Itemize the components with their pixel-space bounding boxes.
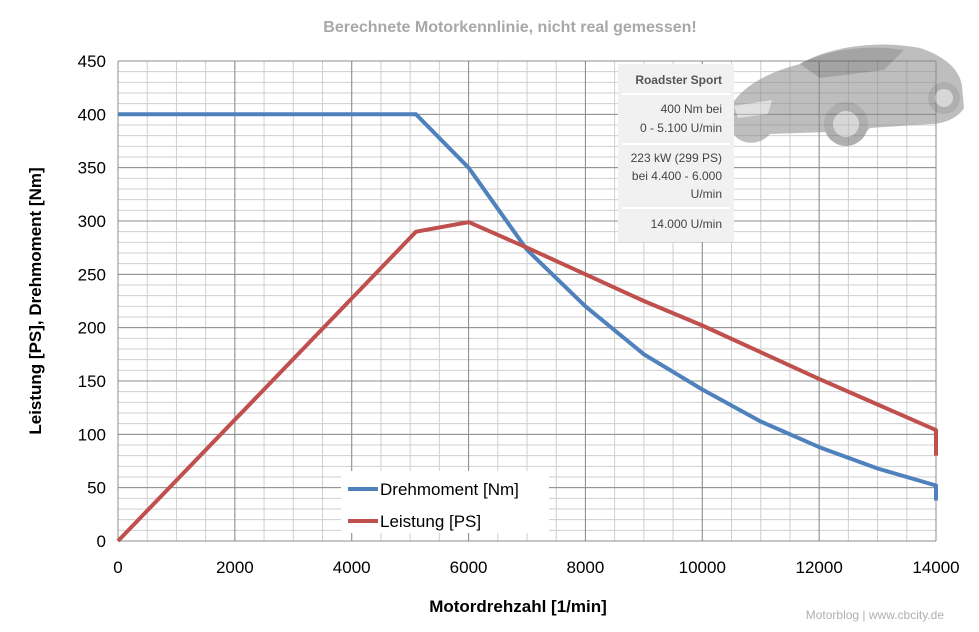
x-axis-label: Motordrehzahl [1/min] (429, 597, 607, 616)
credit-text: Motorblog | www.cbcity.de (806, 608, 945, 622)
info-torque-line-1: 400 Nm bei (661, 102, 722, 116)
y-tick-label: 200 (78, 319, 106, 338)
info-power-line-2: bei 4.400 - 6.000 (632, 169, 722, 183)
x-tick-label: 8000 (567, 558, 605, 577)
legend: Drehmoment [Nm] Leistung [PS] (341, 471, 549, 533)
y-tick-label: 50 (87, 479, 106, 498)
x-tick-label: 14000 (912, 558, 959, 577)
spec-info-box: Roadster Sport 400 Nm bei 0 - 5.100 U/mi… (618, 64, 734, 242)
info-rpm-line: 14.000 U/min (651, 217, 722, 231)
x-tick-label: 12000 (796, 558, 843, 577)
y-tick-label: 0 (97, 532, 106, 551)
series-layer (116, 112, 938, 543)
y-tick-label: 300 (78, 212, 106, 231)
tick-labels: 0 2000 4000 6000 8000 10000 12000 14000 0 50 100 15… (78, 52, 960, 577)
info-power-line-3: U/min (691, 187, 722, 201)
y-tick-label: 250 (78, 265, 106, 284)
legend-label-leistung: Leistung [PS] (380, 512, 481, 531)
info-torque-line-2: 0 - 5.100 U/min (640, 121, 722, 135)
legend-label-drehmoment: Drehmoment [Nm] (380, 480, 519, 499)
x-tick-label: 2000 (216, 558, 254, 577)
series-line-drehmoment (118, 112, 938, 501)
y-tick-label: 450 (78, 52, 106, 71)
info-header: Roadster Sport (635, 73, 722, 87)
chart-title: Berechnete Motorkennlinie, nicht real ge… (323, 19, 696, 36)
x-tick-label: 0 (113, 558, 122, 577)
y-tick-label: 400 (78, 105, 106, 124)
series-line-leistung (116, 220, 938, 543)
x-tick-label: 6000 (450, 558, 488, 577)
y-axis-label: Leistung [PS], Drehmoment [Nm] (26, 167, 45, 434)
y-tick-label: 150 (78, 372, 106, 391)
car-photo (728, 44, 964, 146)
y-tick-label: 350 (78, 159, 106, 178)
info-power-line-1: 223 kW (299 PS) (631, 151, 722, 165)
x-tick-label: 10000 (679, 558, 726, 577)
y-tick-label: 100 (78, 425, 106, 444)
x-tick-label: 4000 (333, 558, 371, 577)
